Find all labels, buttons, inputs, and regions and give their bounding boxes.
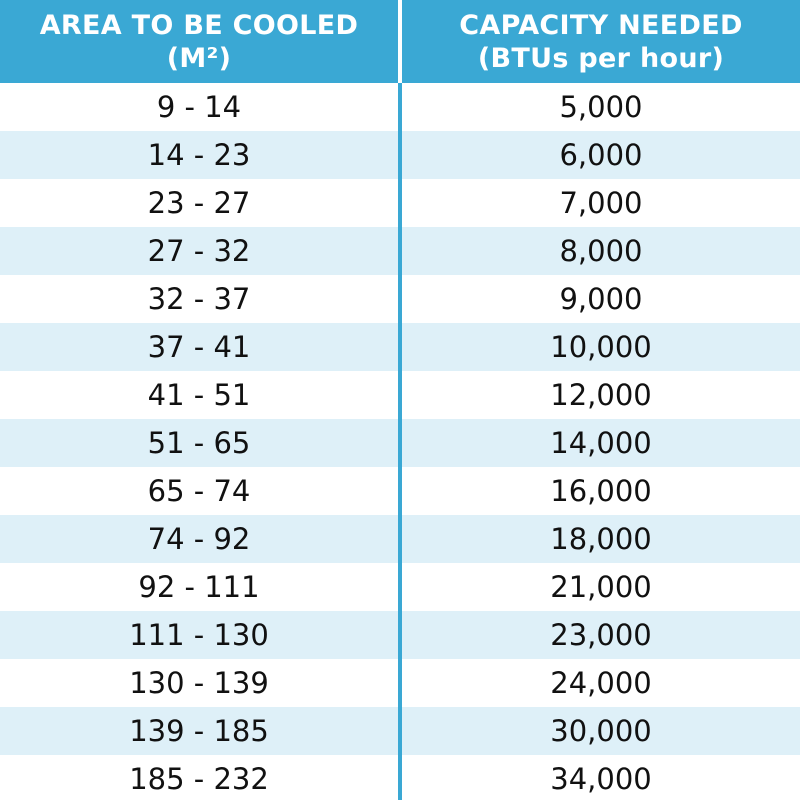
area-header-title: AREA TO BE COOLED — [39, 9, 359, 41]
table-row: 14 - 23 6,000 — [0, 131, 800, 179]
table-row: 130 - 139 24,000 — [0, 659, 800, 707]
area-cell: 9 - 14 — [156, 90, 242, 124]
capacity-cell: 7,000 — [559, 186, 643, 220]
capacity-header-title: CAPACITY NEEDED — [459, 9, 743, 41]
area-cell: 65 - 74 — [147, 474, 251, 508]
area-cell: 51 - 65 — [147, 426, 251, 460]
capacity-cell: 9,000 — [559, 282, 643, 316]
capacity-cell: 16,000 — [550, 474, 652, 508]
area-cell: 32 - 37 — [147, 282, 251, 316]
capacity-cell: 23,000 — [550, 618, 652, 652]
area-cell: 139 - 185 — [129, 714, 269, 748]
header-divider — [398, 0, 402, 83]
area-cell: 74 - 92 — [147, 522, 251, 556]
area-cell: 23 - 27 — [147, 186, 251, 220]
area-cell: 27 - 32 — [147, 234, 251, 268]
capacity-header-unit: (BTUs per hour) — [477, 42, 725, 74]
table-row: 185 - 232 34,000 — [0, 755, 800, 803]
area-column-header: AREA TO BE COOLED (M²) — [0, 0, 398, 83]
capacity-cell: 6,000 — [559, 138, 643, 172]
column-divider — [398, 83, 402, 800]
capacity-cell: 34,000 — [550, 762, 652, 796]
area-cell: 41 - 51 — [147, 378, 251, 412]
area-header-unit: (M²) — [166, 42, 232, 74]
area-cell: 14 - 23 — [147, 138, 251, 172]
capacity-cell: 8,000 — [559, 234, 643, 268]
capacity-column-header: CAPACITY NEEDED (BTUs per hour) — [402, 0, 800, 83]
table-row: 9 - 14 5,000 — [0, 83, 800, 131]
capacity-cell: 30,000 — [550, 714, 652, 748]
table-row: 41 - 51 12,000 — [0, 371, 800, 419]
capacity-cell: 5,000 — [559, 90, 643, 124]
table-row: 65 - 74 16,000 — [0, 467, 800, 515]
capacity-cell: 24,000 — [550, 666, 652, 700]
capacity-cell: 14,000 — [550, 426, 652, 460]
capacity-cell: 18,000 — [550, 522, 652, 556]
area-cell: 111 - 130 — [129, 618, 269, 652]
capacity-cell: 12,000 — [550, 378, 652, 412]
capacity-cell: 21,000 — [550, 570, 652, 604]
capacity-cell: 10,000 — [550, 330, 652, 364]
area-cell: 92 - 111 — [138, 570, 260, 604]
table-row: 92 - 111 21,000 — [0, 563, 800, 611]
area-cell: 130 - 139 — [129, 666, 269, 700]
table-row: 32 - 37 9,000 — [0, 275, 800, 323]
table-header: AREA TO BE COOLED (M²) CAPACITY NEEDED (… — [0, 0, 800, 83]
area-cell: 185 - 232 — [129, 762, 269, 796]
table-row: 23 - 27 7,000 — [0, 179, 800, 227]
area-cell: 37 - 41 — [147, 330, 251, 364]
